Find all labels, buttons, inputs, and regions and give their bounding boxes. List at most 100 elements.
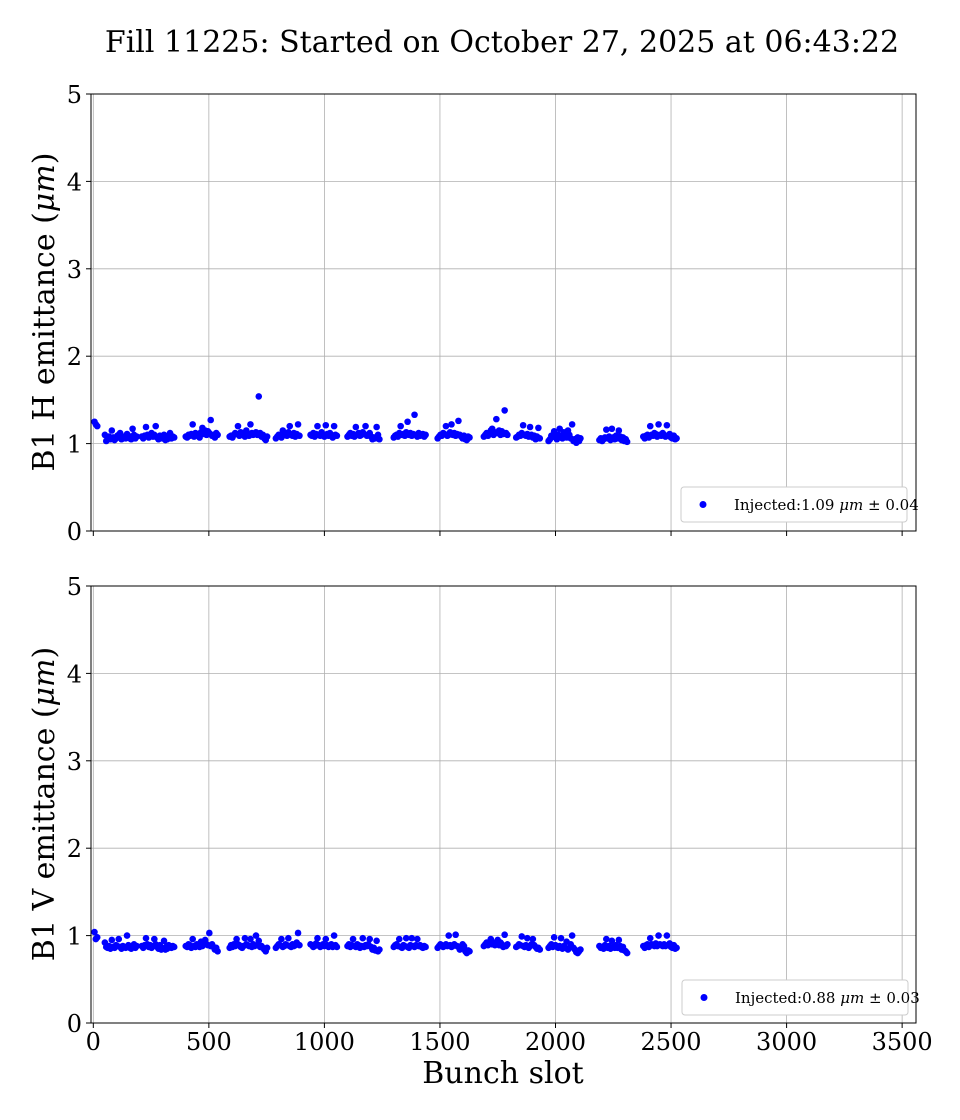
data-point [615, 936, 623, 944]
legend-label: Injected:1.09 μm ± 0.04 [734, 496, 919, 514]
data-point [673, 435, 680, 442]
data-point [655, 421, 662, 428]
data-point [133, 433, 141, 440]
data-point [322, 935, 330, 943]
y-axis-label: B1 V emittance (μm) [27, 647, 62, 961]
data-point [170, 943, 178, 951]
x-tick-label: 1000 [294, 1028, 355, 1056]
data-point [422, 943, 429, 951]
x-axis-ticks [92, 531, 903, 536]
data-point [152, 422, 160, 430]
data-point [123, 932, 131, 939]
data-point [93, 934, 101, 941]
data-point [411, 411, 418, 419]
data-point [285, 934, 292, 942]
data-point [352, 423, 360, 431]
data-point [445, 932, 453, 939]
y-tick-label: 5 [67, 81, 82, 109]
legend-label-unit: μm [839, 496, 863, 514]
data-point [93, 422, 101, 430]
data-point [422, 431, 429, 439]
panel-b1-v: 0 1 2 3 4 5 0 500 1000 1500 2000 2500 3000 3500 B1 V… [27, 573, 933, 1056]
data-point [452, 931, 459, 939]
data-points [91, 393, 680, 447]
data-point [373, 423, 380, 431]
data-point [568, 932, 576, 939]
data-point [278, 935, 285, 943]
x-axis-label: Bunch slot [422, 1056, 583, 1091]
legend-marker [699, 501, 707, 508]
y-tick-label: 3 [67, 748, 82, 776]
y-tick-label: 4 [67, 168, 82, 196]
data-point [550, 934, 558, 941]
data-point [133, 942, 141, 950]
legend: Injected:1.09 μm ± 0.04 [680, 486, 919, 523]
y-axis-label-unit: μm [27, 658, 62, 706]
data-point [115, 935, 123, 943]
data-point [294, 929, 302, 937]
legend-label-prefix: Injected:1.09 [734, 496, 839, 514]
data-point [504, 941, 511, 948]
data-point [214, 431, 221, 439]
data-point [108, 936, 116, 944]
data-point [408, 934, 416, 942]
x-tick-label: 0 [86, 1028, 101, 1056]
data-point [504, 431, 511, 439]
data-point [330, 422, 338, 430]
data-point [294, 421, 302, 428]
y-axis-label: B1 H emittance (μm) [27, 153, 62, 472]
data-point [568, 421, 576, 428]
data-point [263, 944, 271, 952]
data-point [373, 937, 380, 945]
data-point [395, 935, 403, 943]
y-tick-label: 2 [67, 835, 82, 863]
legend-label-unit: μm [840, 989, 864, 1007]
data-point [376, 946, 383, 953]
data-point [615, 427, 623, 434]
data-point [536, 946, 544, 953]
y-axis-label-unit: μm [27, 164, 62, 212]
data-point [207, 416, 215, 424]
data-point [189, 421, 196, 428]
data-point [296, 432, 303, 440]
data-point [91, 928, 98, 936]
data-point [189, 935, 196, 943]
data-point [466, 948, 473, 955]
data-point [524, 934, 531, 942]
data-point [577, 946, 584, 953]
data-point [241, 934, 249, 942]
legend: Injected:0.88 μm ± 0.03 [681, 979, 920, 1016]
x-tick-label: 2000 [525, 1028, 586, 1056]
data-point [263, 433, 271, 440]
data-point [501, 931, 508, 939]
y-tick-label: 3 [67, 256, 82, 284]
data-point [460, 942, 468, 950]
x-tick-label: 3500 [872, 1028, 933, 1056]
y-axis-label-main: B1 V emittance ( [27, 706, 62, 961]
x-axis-ticks: 0 500 1000 1500 2000 2500 3000 3500 [86, 1023, 933, 1056]
data-point [448, 421, 455, 428]
x-tick-label: 500 [186, 1028, 232, 1056]
data-point [142, 423, 150, 431]
data-point [518, 933, 526, 940]
data-point [252, 932, 260, 939]
data-point [349, 935, 357, 943]
data-point [663, 932, 671, 939]
data-point [603, 935, 610, 943]
data-point [247, 421, 254, 428]
data-points [91, 928, 680, 957]
data-point [535, 424, 542, 432]
data-point [646, 422, 654, 430]
data-point [623, 438, 631, 446]
data-point [255, 393, 263, 400]
plot-frame [90, 585, 917, 1024]
data-point [330, 932, 338, 939]
data-point [455, 417, 462, 425]
x-tick-label: 2500 [641, 1028, 702, 1056]
data-point [529, 935, 537, 943]
figure-title: Fill 11225: Started on October 27, 2025 … [105, 25, 899, 60]
data-point [663, 421, 671, 429]
data-point [557, 934, 565, 942]
plot-frame [90, 93, 917, 532]
x-tick-label: 1500 [409, 1028, 470, 1056]
